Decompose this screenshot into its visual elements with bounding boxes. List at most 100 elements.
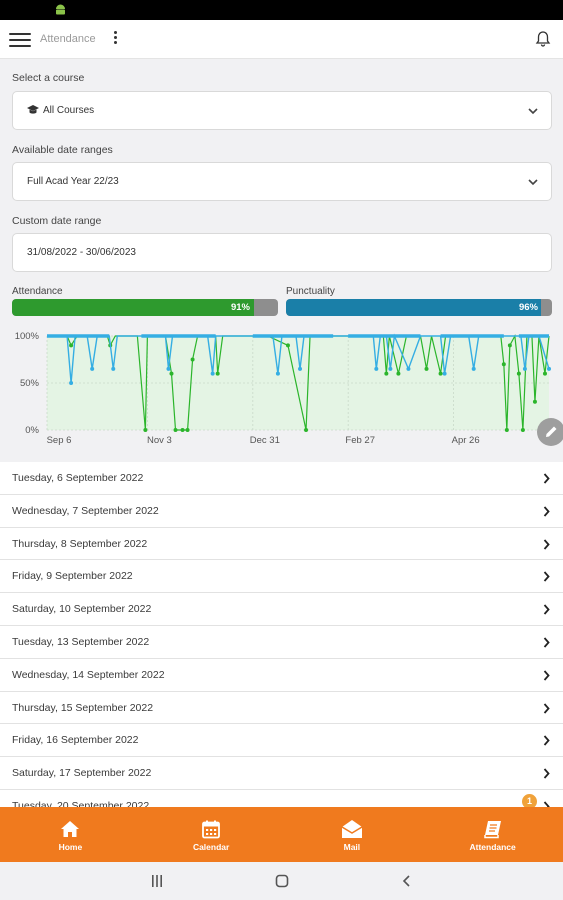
chevron-right-icon: [543, 670, 550, 681]
home-icon: [61, 821, 80, 837]
android-icon: [56, 4, 65, 15]
chevron-right-icon: [543, 637, 550, 648]
course-select[interactable]: All Courses: [12, 91, 552, 130]
punctuality-meter-label: Punctuality: [286, 286, 335, 297]
punctuality-percent: 96%: [518, 302, 538, 313]
chart-data-point: [501, 362, 506, 367]
chart-data-point: [504, 428, 509, 432]
day-date: Wednesday, 7 September 2022: [12, 504, 159, 517]
chevron-right-icon: [543, 801, 550, 807]
nav-home[interactable]: Home: [0, 807, 141, 862]
day-date: Wednesday, 14 September 2022: [12, 668, 165, 681]
chart-data-point: [547, 366, 551, 371]
day-date: Friday, 9 September 2022: [12, 570, 133, 583]
day-date: Tuesday, 13 September 2022: [12, 635, 150, 648]
chart-data-point: [173, 428, 178, 432]
chart-data-point: [143, 428, 148, 432]
recent-apps-icon[interactable]: [150, 874, 164, 888]
chart-data-point: [298, 366, 303, 371]
status-bar: [0, 0, 563, 20]
day-date: Thursday, 15 September 2022: [12, 701, 154, 714]
home-button-icon[interactable]: [275, 874, 289, 888]
chart-y-tick-label: 50%: [20, 378, 40, 389]
day-date: Friday, 16 September 2022: [12, 734, 139, 747]
chart-data-point: [374, 366, 379, 371]
day-list-item[interactable]: Saturday, 10 September 2022: [0, 593, 563, 626]
bell-icon[interactable]: [535, 30, 551, 48]
custom-range-label: Custom date range: [12, 215, 102, 227]
nav-attendance[interactable]: Attendance: [422, 807, 563, 862]
chevron-right-icon: [543, 506, 550, 517]
system-navigation-bar: [0, 862, 563, 900]
chart-data-point: [520, 428, 525, 432]
chart-x-tick-label: Feb 27: [345, 435, 375, 446]
chart-data-point: [388, 366, 393, 371]
day-list-item[interactable]: Wednesday, 14 September 2022: [0, 658, 563, 692]
day-date: Tuesday, 20 September 2022: [12, 799, 150, 807]
chart-data-point: [185, 428, 190, 432]
day-list-item[interactable]: Friday, 9 September 2022: [0, 560, 563, 594]
day-date: Tuesday, 6 September 2022: [12, 472, 144, 484]
mail-icon: [341, 820, 363, 838]
bottom-navigation: Home Calendar Mail Attendance: [0, 807, 563, 862]
chevron-down-icon: [528, 108, 538, 115]
chart-x-tick-label: Sep 6: [47, 435, 72, 446]
back-icon[interactable]: [400, 874, 414, 888]
graduation-cap-icon: [27, 105, 39, 114]
chart-data-point: [516, 371, 521, 376]
chart-data-point: [424, 366, 429, 371]
nav-mail-label: Mail: [343, 842, 361, 852]
chart-x-tick-label: Dec 31: [250, 435, 280, 446]
chart-data-point: [111, 366, 116, 371]
chart-data-point: [275, 371, 280, 376]
day-list-item[interactable]: Tuesday, 6 September 2022: [0, 462, 563, 495]
chart-data-point: [507, 343, 512, 348]
chart-data-point: [285, 343, 290, 348]
attendance-meter-label: Attendance: [12, 286, 63, 297]
chart-y-tick-label: 100%: [15, 331, 40, 342]
day-date: Saturday, 17 September 2022: [12, 767, 152, 780]
chevron-right-icon: [543, 604, 550, 615]
chart-y-tick-label: 0%: [25, 425, 39, 436]
nav-mail[interactable]: Mail: [282, 807, 423, 862]
more-options-icon[interactable]: [114, 31, 118, 47]
attendance-chart: 100% 50% 0% Sep 6 Nov 3 Dec 31 Feb 27 Apr 26: [15, 331, 551, 446]
calendar-icon: [202, 820, 221, 839]
attendance-percent: 91%: [230, 302, 250, 313]
day-date: Saturday, 10 September 2022: [12, 603, 152, 616]
day-list-item[interactable]: Tuesday, 20 September 2022 1: [0, 789, 563, 807]
custom-range-input[interactable]: 31/08/2022 - 30/06/2023: [12, 233, 552, 272]
day-list-item[interactable]: Thursday, 15 September 2022: [0, 691, 563, 725]
chart-data-point: [384, 371, 389, 376]
nav-calendar[interactable]: Calendar: [141, 807, 282, 862]
day-list-item[interactable]: Friday, 16 September 2022: [0, 724, 563, 758]
attendance-progress-bar: 91%: [12, 299, 278, 316]
chevron-right-icon: [543, 702, 550, 714]
day-list-item[interactable]: Saturday, 17 September 2022: [0, 757, 563, 790]
chart-data-point: [396, 371, 401, 376]
menu-icon[interactable]: [9, 33, 31, 47]
chevron-right-icon: [543, 768, 550, 779]
day-list-item[interactable]: Tuesday, 13 September 2022: [0, 625, 563, 659]
date-range-select[interactable]: Full Acad Year 22/23: [12, 162, 552, 201]
chart-data-point: [471, 366, 476, 371]
chevron-right-icon: [543, 571, 550, 582]
edit-button[interactable]: [537, 418, 563, 446]
course-select-value: All Courses: [43, 105, 95, 116]
chart-data-point: [522, 366, 527, 371]
day-list-item[interactable]: Thursday, 8 September 2022: [0, 527, 563, 561]
nav-attendance-label: Attendance: [469, 842, 516, 852]
day-list-item[interactable]: Wednesday, 7 September 2022: [0, 494, 563, 528]
app-bar: Attendance: [0, 20, 563, 59]
course-label: Select a course: [12, 72, 85, 84]
chart-data-point: [190, 357, 195, 362]
chart-data-point: [215, 371, 220, 376]
attendance-icon: [483, 821, 501, 839]
chart-data-point: [442, 371, 447, 376]
nav-home-label: Home: [58, 842, 83, 852]
pencil-icon: [546, 426, 557, 437]
chart-data-point: [210, 371, 215, 376]
date-range-select-value: Full Acad Year 22/23: [27, 176, 119, 187]
chart-data-point: [406, 366, 411, 371]
app-title: Attendance: [40, 33, 96, 45]
